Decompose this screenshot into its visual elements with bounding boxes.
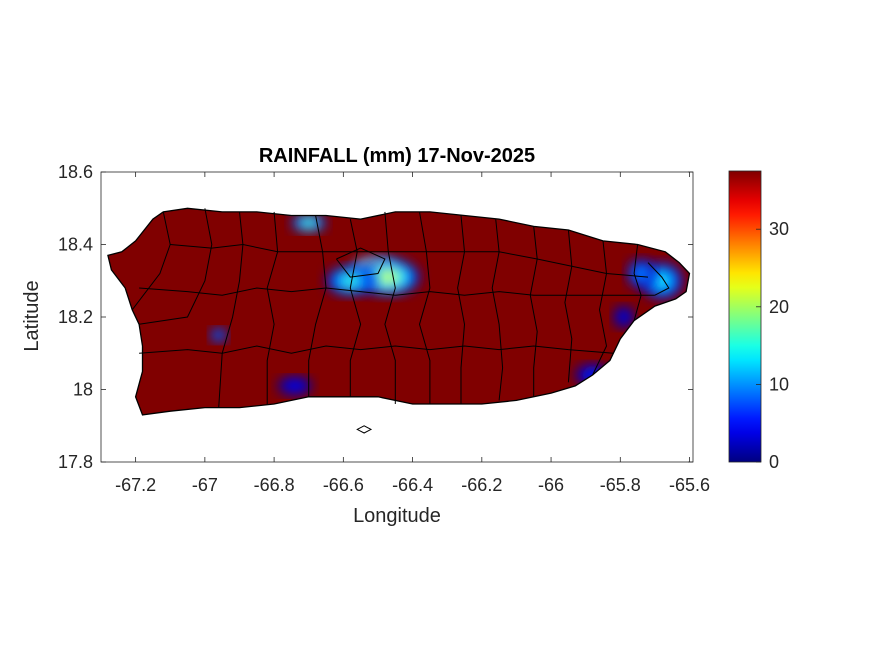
municipal-border bbox=[308, 215, 327, 397]
rain-contour bbox=[622, 315, 626, 319]
municipal-border bbox=[418, 211, 431, 404]
rain-contour bbox=[306, 221, 312, 225]
colorbar-tick-label: 10 bbox=[769, 374, 789, 394]
colorbar-tick-label: 30 bbox=[769, 219, 789, 239]
rain-cell bbox=[277, 376, 313, 395]
y-axis-label: Latitude bbox=[21, 280, 43, 351]
rain-contour bbox=[383, 274, 393, 280]
y-tick-label: 17.8 bbox=[58, 452, 93, 472]
x-tick-label: -67 bbox=[192, 475, 218, 495]
rain-cell bbox=[627, 259, 655, 288]
x-axis-ticks: -67.2 -67 -66.8 -66.6 -66.4 -66.2 -66 -65.8 -65.… bbox=[115, 172, 710, 495]
colorbar: 0 10 20 30 bbox=[728, 170, 789, 472]
small-island-outline bbox=[356, 425, 373, 434]
municipal-border bbox=[647, 262, 670, 296]
colorbar-tick-label: 20 bbox=[769, 297, 789, 317]
island-outline bbox=[107, 207, 691, 416]
municipal-border bbox=[131, 211, 171, 311]
colorbar-tick-label: 0 bbox=[769, 452, 779, 472]
municipal-border bbox=[529, 226, 538, 397]
municipal-border bbox=[139, 208, 213, 325]
municipal-border bbox=[592, 240, 608, 376]
rain-contour bbox=[639, 271, 644, 276]
rain-contour bbox=[217, 334, 220, 337]
chart-title: RAINFALL (mm) 17-Nov-2025 bbox=[259, 145, 535, 167]
x-tick-label: -66.2 bbox=[461, 475, 502, 495]
municipal-border bbox=[457, 215, 466, 404]
plot-area: -67.2 -67 -66.8 -66.6 -66.4 -66.2 -66 -65.8 -65.… bbox=[58, 162, 710, 495]
municipal-border bbox=[564, 229, 573, 383]
y-tick-label: 18.4 bbox=[58, 235, 93, 255]
rain-cell bbox=[291, 213, 327, 232]
x-tick-label: -66.8 bbox=[254, 475, 295, 495]
municipal-border bbox=[336, 247, 386, 278]
municipal-border bbox=[349, 218, 362, 397]
rain-cell bbox=[210, 327, 228, 343]
x-tick-label: -66 bbox=[538, 475, 564, 495]
municipal-border bbox=[139, 287, 327, 296]
x-tick-label: -65.6 bbox=[669, 475, 710, 495]
municipal-border bbox=[170, 243, 649, 278]
colorbar-gradient bbox=[728, 170, 762, 463]
x-tick-label: -67.2 bbox=[115, 475, 156, 495]
rain-contour bbox=[292, 384, 298, 388]
municipal-border bbox=[384, 211, 396, 404]
x-axis-label: Longitude bbox=[353, 505, 441, 527]
map-layer bbox=[107, 207, 691, 434]
y-axis-ticks: 17.8 18 18.2 18.4 18.6 bbox=[58, 162, 693, 472]
municipal-border bbox=[139, 345, 614, 354]
municipal-border bbox=[218, 211, 244, 408]
x-tick-label: -66.4 bbox=[392, 475, 433, 495]
municipal-border bbox=[266, 211, 279, 404]
y-tick-label: 18 bbox=[73, 380, 93, 400]
x-tick-label: -65.8 bbox=[600, 475, 641, 495]
x-tick-label: -66.6 bbox=[323, 475, 364, 495]
y-tick-label: 18.2 bbox=[58, 307, 93, 327]
y-tick-label: 18.6 bbox=[58, 162, 93, 182]
municipal-border bbox=[491, 219, 504, 401]
municipal-border bbox=[325, 287, 655, 296]
rain-cell bbox=[613, 306, 635, 328]
municipal-border bbox=[633, 244, 642, 321]
colorbar-ticks: 0 10 20 30 bbox=[756, 219, 789, 472]
rain-contour bbox=[346, 278, 354, 283]
municipal-borders bbox=[131, 208, 670, 408]
